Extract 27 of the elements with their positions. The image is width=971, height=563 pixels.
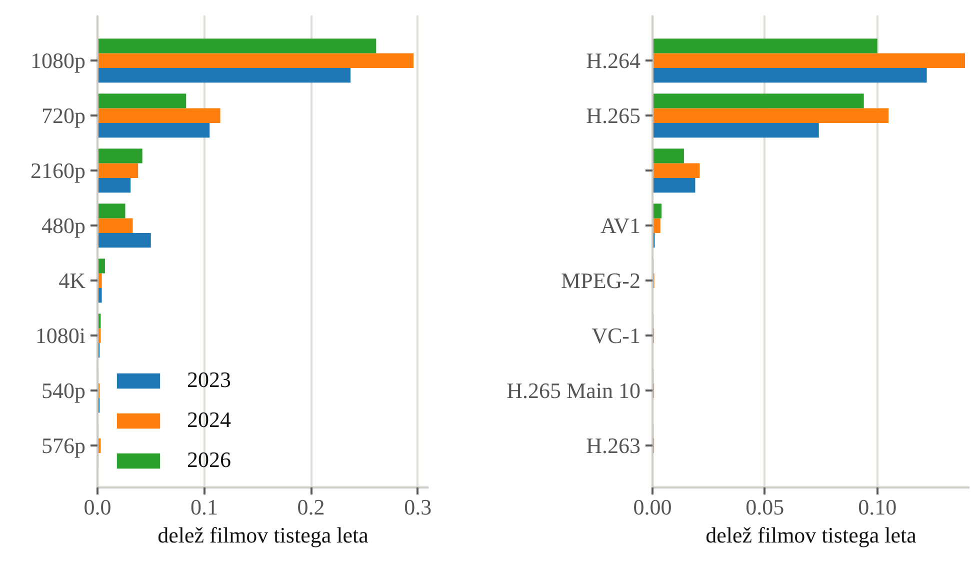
x-axis-title: delež filmov tistega leta bbox=[706, 522, 917, 548]
y-tick-label: H.265 bbox=[586, 103, 641, 128]
x-tick-label: 0.3 bbox=[404, 494, 432, 520]
y-tick-label: H.263 bbox=[586, 433, 641, 458]
x-tick-label: 0.10 bbox=[858, 494, 897, 520]
y-tick-label: 720p bbox=[42, 103, 86, 128]
legend-label: 2026 bbox=[187, 447, 231, 473]
y-tick-label: AV1 bbox=[600, 213, 641, 238]
y-tick-label: H.265 Main 10 bbox=[506, 378, 640, 404]
x-tick-label: 0.1 bbox=[190, 494, 218, 520]
x-axis-title: delež filmov tistega leta bbox=[158, 522, 369, 548]
y-tick-label: 540p bbox=[42, 378, 86, 404]
y-tick-label: MPEG-2 bbox=[561, 268, 641, 294]
y-tick-label: 4K bbox=[58, 268, 86, 294]
legend-label: 2023 bbox=[187, 367, 231, 393]
x-tick-label: 0.05 bbox=[746, 494, 784, 520]
y-tick-label: 1080p bbox=[30, 48, 86, 74]
x-tick-label: 0.2 bbox=[297, 494, 325, 520]
x-tick-label: 0.00 bbox=[633, 494, 672, 520]
y-tick-label: H.264 bbox=[586, 48, 641, 74]
legend-label: 2024 bbox=[187, 407, 231, 433]
y-tick-label: VC-1 bbox=[592, 323, 641, 348]
y-tick-label: 576p bbox=[42, 433, 86, 458]
y-tick-label: 1080i bbox=[35, 323, 86, 348]
y-tick-label: 480p bbox=[42, 213, 86, 238]
y-tick-label: 2160p bbox=[30, 158, 86, 184]
x-tick-label: 0.0 bbox=[84, 494, 112, 520]
